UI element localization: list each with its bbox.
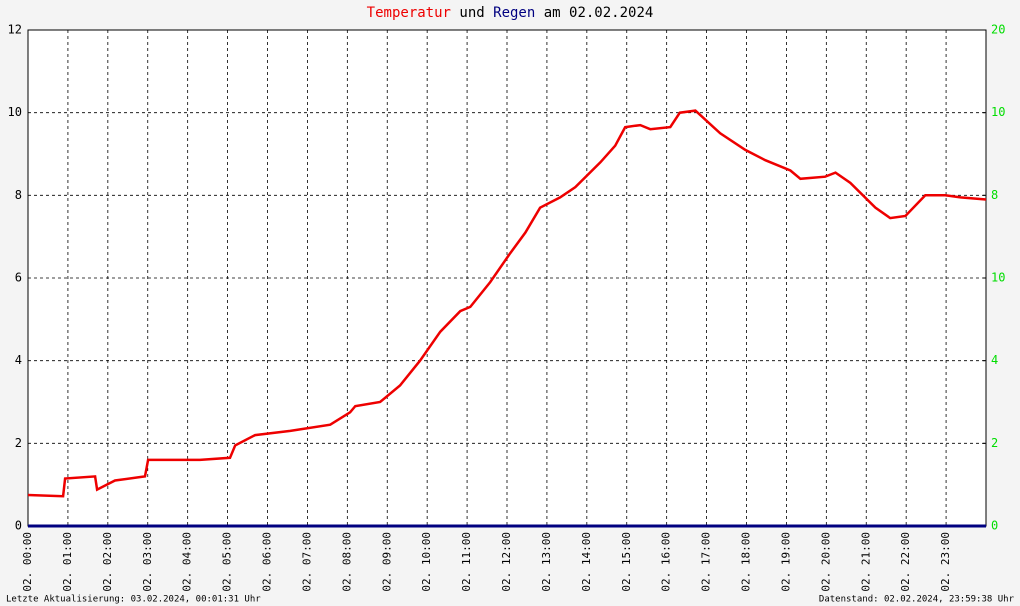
y2-tick-label: 4 — [991, 353, 998, 367]
x-tick-label: 02. 12:00 — [500, 532, 513, 592]
x-tick-label: 02. 19:00 — [779, 532, 792, 592]
x-tick-label: 02. 04:00 — [181, 532, 194, 592]
y2-tick-label: 20 — [991, 23, 1005, 37]
y2-tick-label: 0 — [991, 519, 998, 533]
x-tick-label: 02. 16:00 — [660, 532, 673, 592]
x-tick-label: 02. 05:00 — [221, 532, 234, 592]
title-rain: Regen — [493, 5, 535, 21]
x-tick-label: 02. 14:00 — [580, 532, 593, 592]
x-tick-label: 02. 03:00 — [141, 532, 154, 592]
footer-left: Letzte Aktualisierung: 03.02.2024, 00:01… — [6, 595, 261, 605]
x-tick-label: 02. 22:00 — [899, 532, 912, 592]
y-tick-label: 8 — [15, 188, 22, 202]
x-tick-label: 02. 13:00 — [540, 532, 553, 592]
x-tick-label: 02. 10:00 — [420, 532, 433, 592]
x-tick-label: 02. 18:00 — [740, 532, 753, 592]
y-tick-label: 6 — [15, 271, 22, 285]
x-tick-label: 02. 20:00 — [819, 532, 832, 592]
y-tick-label: 2 — [15, 436, 22, 450]
x-tick-label: 02. 02:00 — [101, 532, 114, 592]
y2-tick-label: 8 — [991, 188, 998, 202]
y-tick-label: 4 — [15, 353, 22, 367]
title-date: am 02.02.2024 — [544, 5, 654, 21]
footer-right: Datenstand: 02.02.2024, 23:59:38 Uhr — [819, 595, 1015, 605]
y2-tick-label: 10 — [991, 105, 1005, 119]
y-tick-label: 0 — [15, 519, 22, 533]
x-tick-label: 02. 01:00 — [61, 532, 74, 592]
x-tick-label: 02. 11:00 — [460, 532, 473, 592]
y-tick-label: 12 — [8, 23, 22, 37]
x-tick-label: 02. 07:00 — [300, 532, 313, 592]
x-tick-label: 02. 21:00 — [859, 532, 872, 592]
x-tick-label: 02. 15:00 — [620, 532, 633, 592]
chart-title: Temperatur und Regen am 02.02.2024 — [367, 5, 654, 21]
y-tick-label: 10 — [8, 105, 22, 119]
x-tick-label: 02. 06:00 — [261, 532, 274, 592]
x-tick-label: 02. 00:00 — [21, 532, 34, 592]
x-tick-label: 02. 08:00 — [340, 532, 353, 592]
x-tick-label: 02. 23:00 — [939, 532, 952, 592]
y2-tick-label: 10 — [991, 271, 1005, 285]
title-temp: Temperatur — [367, 5, 451, 21]
title-connector: und — [459, 5, 484, 21]
x-tick-label: 02. 09:00 — [380, 532, 393, 592]
y2-tick-label: 2 — [991, 436, 998, 450]
x-tick-label: 02. 17:00 — [700, 532, 713, 592]
series-line — [27, 109, 987, 498]
